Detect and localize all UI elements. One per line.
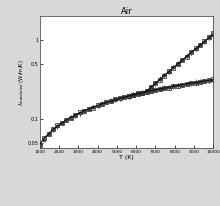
Y-axis label: $\lambda_{translated}$ (W/m/K): $\lambda_{translated}$ (W/m/K) (17, 59, 26, 106)
X-axis label: T (K): T (K) (119, 155, 134, 160)
Title: Air: Air (121, 7, 132, 16)
